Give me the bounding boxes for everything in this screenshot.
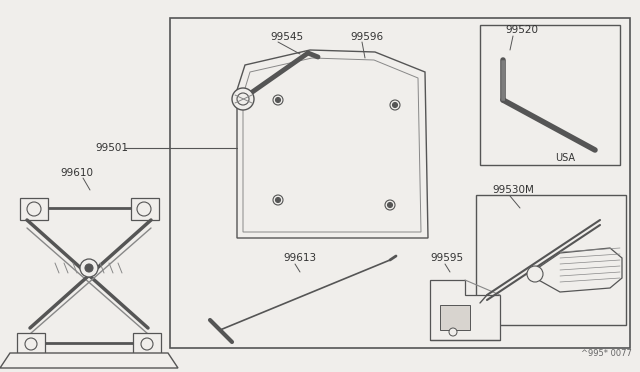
Polygon shape <box>0 353 178 368</box>
Polygon shape <box>430 280 500 340</box>
Circle shape <box>27 202 41 216</box>
Circle shape <box>392 103 397 108</box>
Text: 99610: 99610 <box>60 168 93 178</box>
Circle shape <box>390 100 400 110</box>
Circle shape <box>85 264 93 272</box>
Bar <box>131 198 159 220</box>
Circle shape <box>275 198 280 202</box>
Circle shape <box>385 200 395 210</box>
Text: 99613: 99613 <box>283 253 316 263</box>
Circle shape <box>273 95 283 105</box>
Text: 99501: 99501 <box>95 143 128 153</box>
Text: 99595: 99595 <box>430 253 463 263</box>
Circle shape <box>80 259 98 277</box>
Text: ^995* 0077: ^995* 0077 <box>581 349 632 358</box>
Circle shape <box>137 202 151 216</box>
Circle shape <box>449 328 457 336</box>
Circle shape <box>387 202 392 208</box>
Bar <box>440 305 470 330</box>
Circle shape <box>527 266 543 282</box>
Bar <box>170 18 630 348</box>
Text: 99545: 99545 <box>270 32 303 42</box>
Circle shape <box>275 97 280 103</box>
Circle shape <box>25 338 37 350</box>
Circle shape <box>237 93 249 105</box>
Text: 99596: 99596 <box>350 32 383 42</box>
Circle shape <box>273 195 283 205</box>
Bar <box>133 333 161 355</box>
Text: USA: USA <box>555 153 575 163</box>
Bar <box>20 198 48 220</box>
Circle shape <box>141 338 153 350</box>
Bar <box>17 333 45 355</box>
Polygon shape <box>535 248 622 292</box>
Text: 99520: 99520 <box>505 25 538 35</box>
Circle shape <box>232 88 254 110</box>
Text: 99530M: 99530M <box>492 185 534 195</box>
Polygon shape <box>237 50 428 238</box>
Bar <box>480 25 620 165</box>
Bar <box>476 195 626 325</box>
